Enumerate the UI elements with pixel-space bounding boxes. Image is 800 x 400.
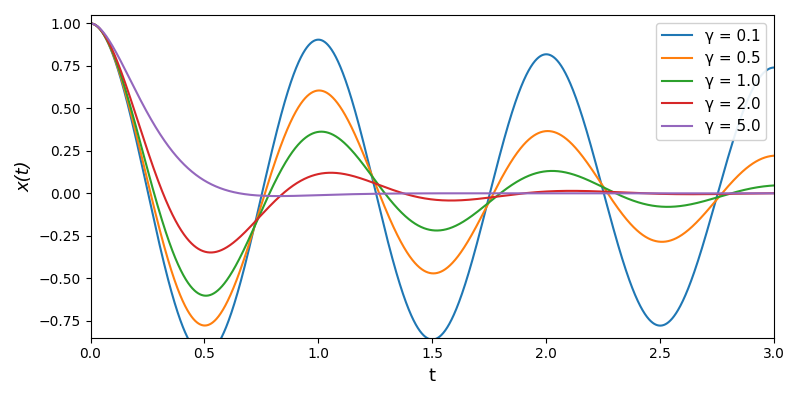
γ = 5.0 [378,191,387,196]
γ = 2.0 [206,250,215,255]
γ = 1.0 [348,149,358,154]
γ = 5.0 [682,191,692,196]
Line: γ = 0.1: γ = 0.1 [90,24,774,355]
γ = 5.0 [756,191,766,196]
γ = 2.0 [770,191,779,196]
Line: γ = 1.0: γ = 1.0 [90,24,774,296]
γ = 1.0 [378,188,387,193]
γ = 0.5 [205,322,214,327]
γ = 0.1 [756,74,766,78]
γ = 0.1 [86,21,95,26]
γ = 5.0 [274,194,283,198]
γ = 5.0 [204,181,214,186]
γ = 0.5 [682,228,692,233]
γ = 0.1 [682,288,692,293]
γ = 1.0 [164,238,174,242]
γ = 0.5 [200,323,210,328]
γ = 0.5 [348,128,358,132]
γ = 5.0 [86,21,95,26]
γ = 0.1 [200,352,210,357]
γ = 0.5 [756,157,766,162]
γ = 0.1 [770,65,779,70]
γ = 0.1 [164,278,174,283]
γ = 2.0 [378,184,387,188]
γ = 2.0 [682,192,692,197]
Line: γ = 2.0: γ = 2.0 [90,24,774,252]
γ = 2.0 [204,250,214,255]
Legend: γ = 0.1, γ = 0.5, γ = 1.0, γ = 2.0, γ = 5.0: γ = 0.1, γ = 0.5, γ = 1.0, γ = 2.0, γ = … [656,23,766,140]
γ = 5.0 [770,191,779,196]
X-axis label: t: t [429,367,436,385]
γ = 2.0 [86,21,95,26]
Y-axis label: x(t): x(t) [15,160,33,192]
γ = 1.0 [770,183,779,188]
γ = 2.0 [164,204,174,209]
γ = 0.1 [205,351,214,356]
γ = 5.0 [348,192,358,196]
γ = 2.0 [756,191,766,196]
γ = 0.1 [348,101,358,106]
γ = 0.5 [770,153,779,158]
γ = 0.5 [164,259,174,264]
γ = 1.0 [205,293,214,298]
γ = 1.0 [756,184,766,189]
γ = 0.1 [378,218,387,222]
γ = 1.0 [201,293,210,298]
γ = 2.0 [348,174,358,178]
γ = 1.0 [682,203,692,208]
γ = 1.0 [86,21,95,26]
γ = 5.0 [164,144,174,149]
Line: γ = 5.0: γ = 5.0 [90,24,774,196]
Line: γ = 0.5: γ = 0.5 [90,24,774,326]
γ = 0.5 [378,199,387,204]
γ = 0.5 [86,21,95,26]
